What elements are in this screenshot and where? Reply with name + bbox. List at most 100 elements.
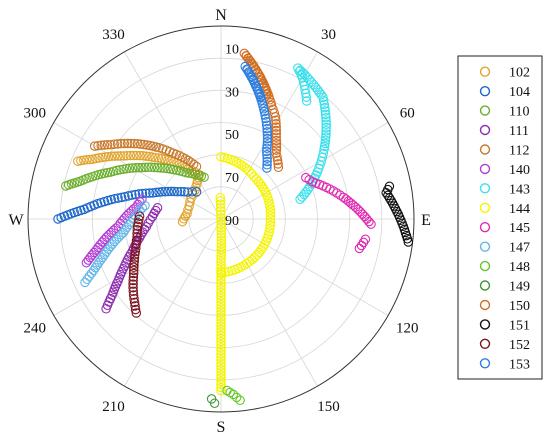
data-point (121, 163, 132, 174)
data-point (261, 146, 272, 157)
legend-item: 147 (479, 241, 530, 256)
series-151 (381, 181, 414, 247)
data-point (216, 281, 226, 292)
legend-item: 144 (479, 202, 530, 217)
data-point (216, 275, 226, 286)
data-point (144, 188, 155, 198)
data-point (172, 186, 183, 197)
data-point (130, 304, 141, 315)
legend-marker (479, 260, 491, 272)
data-point (162, 163, 172, 174)
horizon-circle (27, 25, 415, 413)
data-point (124, 163, 135, 174)
data-point (216, 254, 226, 264)
data-point (319, 141, 330, 152)
data-point (240, 61, 250, 72)
azimuth-spoke (124, 51, 222, 220)
data-point (265, 205, 276, 215)
legend-label: 150 (509, 299, 530, 314)
data-point (160, 186, 170, 197)
data-point (260, 110, 270, 120)
data-point (132, 232, 142, 242)
data-point (262, 123, 272, 134)
legend-label: 145 (509, 221, 530, 236)
data-point (383, 190, 393, 201)
legend-label: 143 (509, 182, 530, 197)
data-point (85, 154, 95, 165)
elevation-tick-label: 70 (225, 171, 239, 186)
data-point (262, 130, 273, 140)
legend-marker (479, 183, 491, 194)
data-point (216, 290, 226, 301)
data-point (132, 225, 143, 235)
data-point (216, 306, 226, 316)
data-point (259, 106, 270, 117)
data-point (142, 140, 152, 150)
data-point (261, 113, 271, 124)
legend-item: 148 (479, 260, 530, 275)
data-point (216, 278, 226, 289)
data-point (216, 209, 226, 220)
data-point (82, 155, 92, 165)
legend-marker (479, 241, 491, 252)
data-point (150, 152, 160, 163)
data-point (128, 150, 139, 161)
data-point (216, 226, 227, 236)
data-point (262, 156, 272, 167)
legend-marker (479, 144, 491, 155)
data-point (216, 324, 226, 335)
legend-marker (479, 280, 491, 291)
data-point (153, 153, 164, 163)
data-point (129, 256, 140, 267)
data-point (261, 117, 272, 127)
data-point (249, 252, 260, 263)
data-point (109, 151, 120, 161)
legend-label: 140 (509, 163, 530, 178)
compass-label-south: S (217, 419, 226, 436)
series-112 (89, 138, 202, 172)
series-149 (206, 394, 220, 409)
data-point (321, 126, 331, 136)
data-point (79, 155, 89, 165)
data-point (271, 135, 282, 146)
data-point (216, 376, 226, 387)
data-point (355, 206, 365, 217)
data-point (360, 234, 371, 245)
data-point (320, 109, 331, 120)
data-point (113, 193, 123, 203)
data-point (116, 151, 126, 161)
data-point (135, 205, 145, 216)
data-point (129, 297, 140, 308)
data-point (321, 116, 331, 126)
data-point (159, 163, 169, 173)
data-point (239, 260, 249, 271)
data-point (102, 167, 113, 178)
legend-marker (479, 202, 491, 214)
azimuth-tick-label: 120 (396, 321, 419, 337)
legend-item: 150 (479, 299, 530, 314)
data-point (244, 165, 254, 176)
data-point (234, 158, 244, 169)
data-point (137, 188, 148, 199)
data-point (116, 138, 126, 149)
data-point (269, 108, 280, 118)
data-point (128, 290, 139, 300)
data-point (130, 189, 141, 200)
data-point (141, 151, 151, 161)
azimuth-spoke (53, 122, 222, 220)
data-point (132, 208, 143, 218)
data-point (271, 118, 281, 129)
data-point (127, 190, 137, 200)
data-point (215, 206, 226, 216)
data-point (243, 67, 254, 77)
data-point (245, 70, 255, 80)
data-point (216, 219, 226, 230)
data-point (216, 216, 226, 226)
data-point (272, 152, 282, 162)
data-point (100, 152, 111, 162)
data-point (272, 155, 283, 166)
data-point (307, 177, 318, 187)
data-point (386, 195, 396, 206)
elevation-tick-label: 30 (225, 85, 239, 100)
data-point (96, 140, 106, 151)
